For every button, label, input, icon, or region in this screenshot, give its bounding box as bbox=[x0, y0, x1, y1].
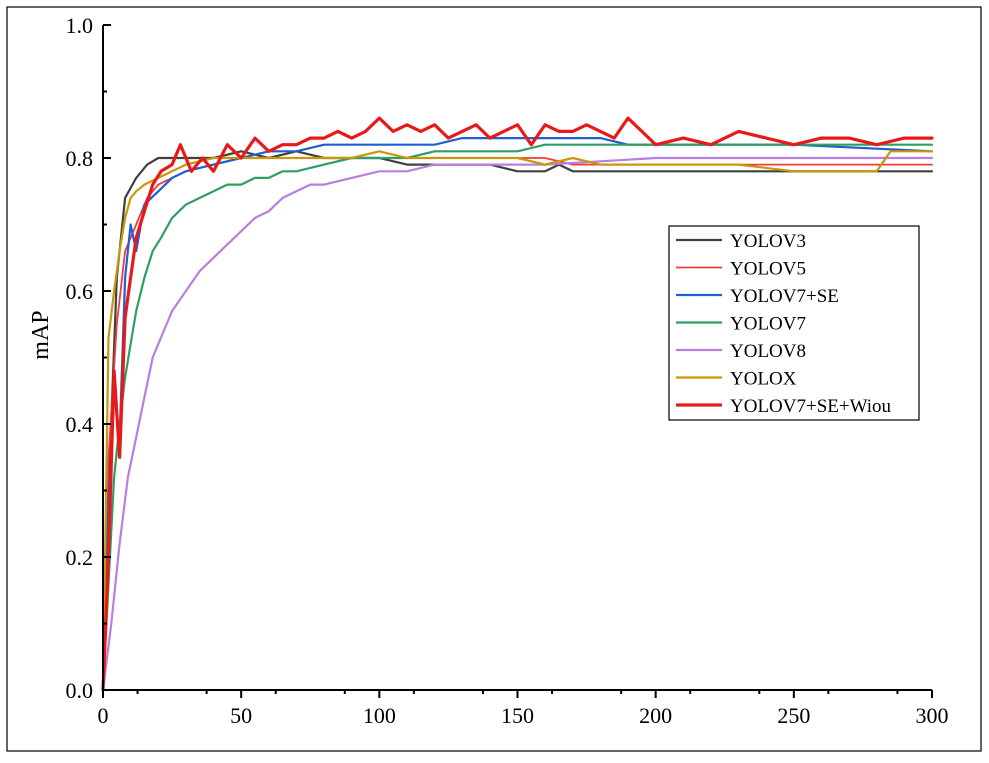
y-tick-label: 1.0 bbox=[66, 13, 94, 38]
plot-area: 0 50 100 150 200 250 300 0.0 0.2 0.4 0.6 0.8 1.0 bbox=[66, 13, 949, 728]
x-tick-label: 50 bbox=[230, 703, 252, 728]
y-tick-label: 0.6 bbox=[66, 279, 94, 304]
legend-label: YOLOV7 bbox=[730, 314, 806, 335]
series-lines bbox=[101, 116, 934, 692]
series-line-yolov8 bbox=[101, 156, 934, 692]
y-axis-ticks: 0.0 0.2 0.4 0.6 0.8 1.0 bbox=[66, 13, 111, 703]
x-tick-label: 300 bbox=[916, 703, 949, 728]
y-tick-label: 0.2 bbox=[66, 545, 94, 570]
legend: YOLOV3 YOLOV5 YOLOV7+SE YOLOV7 YOLOV8 YOLOX YO… bbox=[668, 225, 920, 421]
figure-frame bbox=[6, 6, 982, 752]
series-line-yolov7-se bbox=[101, 137, 934, 692]
legend-label: YOLOV7+SE+Wiou bbox=[730, 396, 892, 417]
y-tick-label: 0.8 bbox=[66, 146, 94, 171]
series-line-yolov7 bbox=[101, 143, 934, 692]
y-tick-label: 0.0 bbox=[66, 678, 94, 703]
x-tick-label: 150 bbox=[501, 703, 534, 728]
x-tick-label: 0 bbox=[98, 703, 109, 728]
x-tick-label: 200 bbox=[639, 703, 672, 728]
x-tick-label: 100 bbox=[363, 703, 396, 728]
legend-label: YOLOV5 bbox=[730, 259, 806, 280]
series-line-yolov7-se-wiou bbox=[101, 116, 934, 692]
series-line-yolox bbox=[101, 150, 934, 692]
legend-label: YOLOV8 bbox=[730, 341, 806, 362]
y-tick-label: 0.4 bbox=[66, 412, 94, 437]
x-tick-label: 250 bbox=[777, 703, 810, 728]
legend-items: YOLOV3 YOLOV5 YOLOV7+SE YOLOV7 YOLOV8 YOLOX YO… bbox=[676, 231, 892, 417]
x-axis-ticks: 0 50 100 150 200 250 300 bbox=[98, 690, 949, 728]
legend-label: YOLOV3 bbox=[730, 231, 806, 252]
legend-label: YOLOX bbox=[730, 369, 797, 390]
legend-label: YOLOV7+SE bbox=[730, 286, 839, 307]
y-axis-title: mAP bbox=[28, 310, 54, 359]
